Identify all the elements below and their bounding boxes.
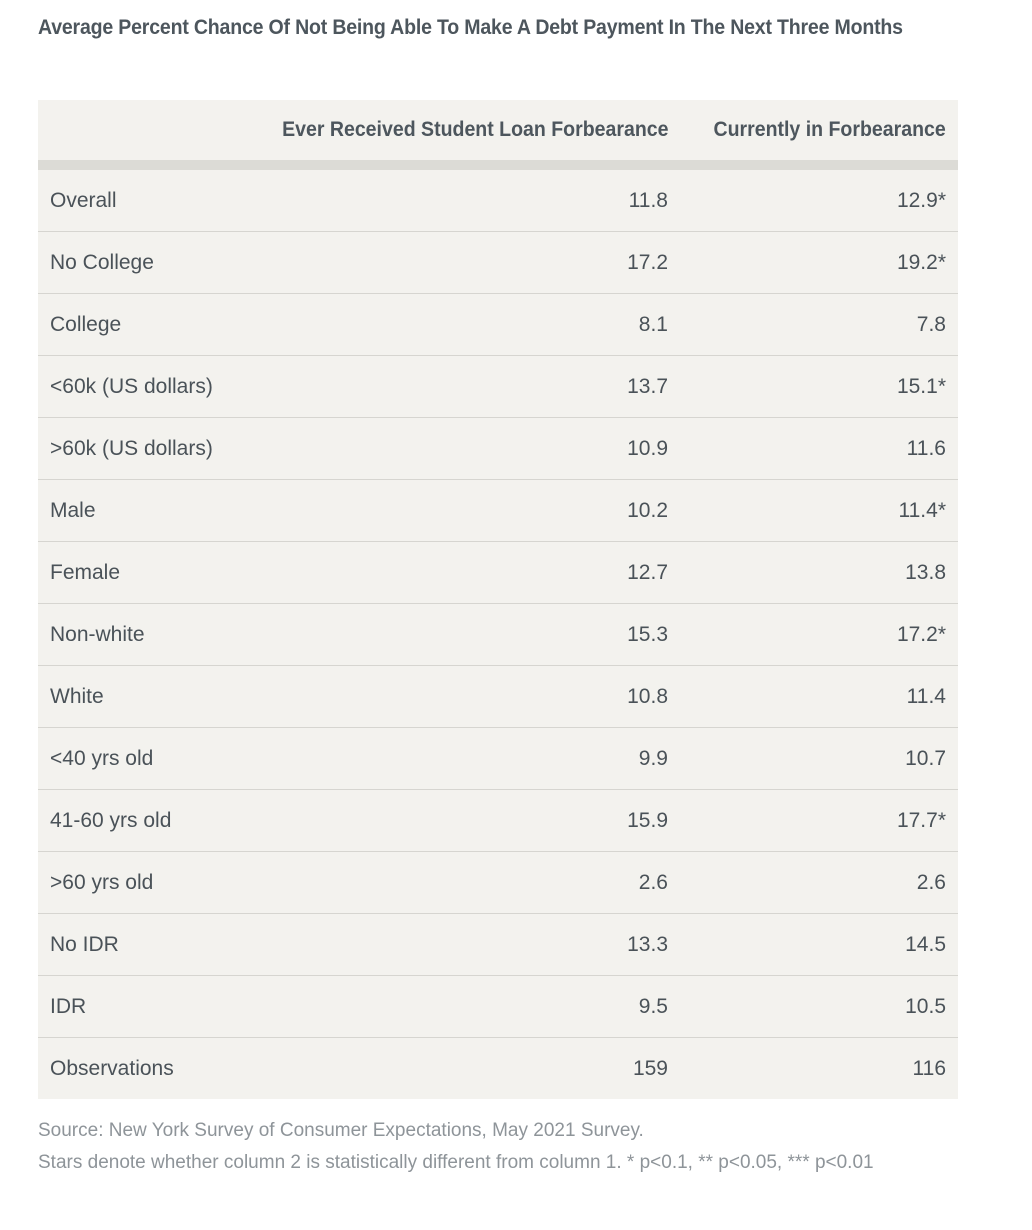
row-label: >60 yrs old	[38, 851, 238, 914]
row-label: No College	[38, 231, 238, 294]
header-label-currently-in-forbearance: Currently in Forbearance	[713, 118, 946, 141]
table-row: Non-white 15.3 17.2*	[38, 603, 958, 666]
table-row: Female 12.7 13.8	[38, 541, 958, 604]
data-table: Ever Received Student Loan Forbearance C…	[38, 100, 958, 1099]
value-ever-received: 12.7	[238, 541, 680, 604]
header-cell-blank	[38, 100, 238, 170]
value-currently-in-forbearance: 10.7	[680, 727, 958, 790]
value-currently-in-forbearance: 14.5	[680, 913, 958, 976]
table-row: No IDR 13.3 14.5	[38, 913, 958, 976]
value-currently-in-forbearance: 19.2*	[680, 231, 958, 294]
value-currently-in-forbearance: 116	[912, 1056, 946, 1080]
table-notes: Source: New York Survey of Consumer Expe…	[38, 1115, 938, 1179]
table-row: <40 yrs old 9.9 10.7	[38, 727, 958, 790]
value-ever-received: 9.5	[238, 975, 680, 1038]
table-row: 41-60 yrs old 15.9 17.7*	[38, 789, 958, 852]
value-currently-in-forbearance: 17.7*	[680, 789, 958, 852]
table-body: Overall 11.8 12.9* No College 17.2 19.2* Colle…	[38, 165, 958, 1099]
table-row: >60k (US dollars) 10.9 11.6	[38, 417, 958, 480]
data-table-container: Ever Received Student Loan Forbearance C…	[38, 100, 958, 1099]
table-row: <60k (US dollars) 13.7 15.1*	[38, 355, 958, 418]
value-currently-in-forbearance: 11.4*	[680, 479, 958, 542]
value-ever-received: 13.3	[238, 913, 680, 976]
value-currently-in-forbearance: 13.8	[680, 541, 958, 604]
value-ever-received: 17.2	[238, 231, 680, 294]
row-label: No IDR	[38, 913, 238, 976]
value-currently-in-forbearance: 12.9*	[680, 165, 958, 232]
value-currently-in-forbearance: 7.8	[680, 293, 958, 356]
value-ever-received: 10.2	[238, 479, 680, 542]
row-label: IDR	[38, 975, 238, 1038]
header-row: Ever Received Student Loan Forbearance C…	[38, 100, 958, 170]
value-currently-in-forbearance: 17.2*	[680, 603, 958, 666]
table-row: College 8.1 7.8	[38, 293, 958, 356]
row-label: White	[38, 665, 238, 728]
row-label: >60k (US dollars)	[38, 417, 238, 480]
table-row: Overall 11.8 12.9*	[38, 165, 958, 232]
table-row: Male 10.2 11.4*	[38, 479, 958, 542]
value-currently-in-forbearance: 11.6	[680, 417, 958, 480]
value-ever-received: 15.3	[238, 603, 680, 666]
row-label: Observations	[50, 1056, 174, 1080]
table-row: White 10.8 11.4	[38, 665, 958, 728]
source-note: Source: New York Survey of Consumer Expe…	[38, 1120, 644, 1141]
row-label: Non-white	[38, 603, 238, 666]
row-label: Overall	[38, 165, 238, 232]
value-ever-received: 15.9	[238, 789, 680, 852]
row-label: <60k (US dollars)	[38, 355, 238, 418]
row-label: Male	[38, 479, 238, 542]
value-ever-received: 11.8	[238, 165, 680, 232]
value-ever-received: 13.7	[238, 355, 680, 418]
row-label: Female	[38, 541, 238, 604]
table-row: Observations 159 116	[38, 1038, 958, 1100]
value-ever-received: 8.1	[238, 293, 680, 356]
header-cell-ever-received: Ever Received Student Loan Forbearance	[238, 100, 680, 170]
table-row: No College 17.2 19.2*	[38, 231, 958, 294]
significance-note: Stars denote whether column 2 is statist…	[38, 1152, 874, 1173]
value-ever-received: 10.9	[238, 417, 680, 480]
row-label: <40 yrs old	[38, 727, 238, 790]
value-ever-received: 9.9	[238, 727, 680, 790]
table-row: IDR 9.5 10.5	[38, 975, 958, 1038]
value-currently-in-forbearance: 2.6	[680, 851, 958, 914]
value-currently-in-forbearance: 15.1*	[680, 355, 958, 418]
value-currently-in-forbearance: 11.4	[680, 665, 958, 728]
header-cell-currently-in-forbearance: Currently in Forbearance	[680, 100, 958, 170]
value-ever-received: 10.8	[238, 665, 680, 728]
value-currently-in-forbearance: 10.5	[680, 975, 958, 1038]
value-ever-received: 2.6	[238, 851, 680, 914]
row-label: College	[38, 293, 238, 356]
header-label-ever-received: Ever Received Student Loan Forbearance	[281, 118, 668, 141]
value-ever-received: 159	[632, 1056, 668, 1080]
row-label: 41-60 yrs old	[38, 789, 238, 852]
chart-title: Average Percent Chance Of Not Being Able…	[38, 16, 903, 39]
table-header: Ever Received Student Loan Forbearance C…	[38, 100, 958, 170]
table-row: >60 yrs old 2.6 2.6	[38, 851, 958, 914]
